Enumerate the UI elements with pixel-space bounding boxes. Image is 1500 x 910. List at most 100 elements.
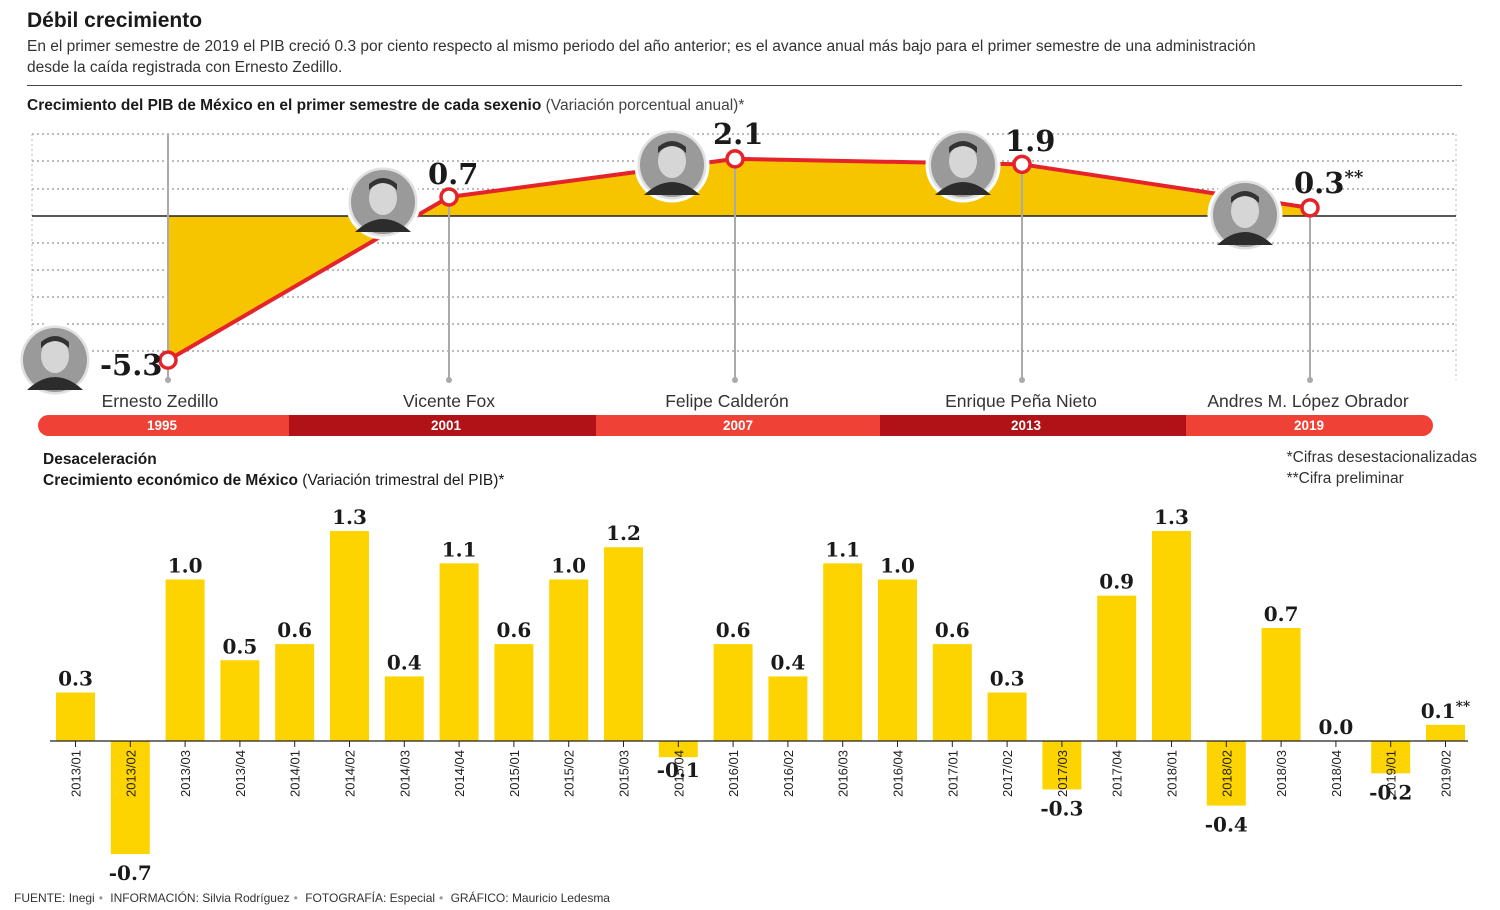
bar-value-label: 0.6	[277, 618, 312, 642]
bar	[220, 660, 260, 741]
drop-line-end	[446, 377, 452, 383]
timeline-segment	[880, 415, 1186, 436]
category-label: 2014/02	[343, 750, 358, 797]
chart-notes: *Cifras desestacionalizadas **Cifra prel…	[1287, 447, 1477, 489]
bar	[494, 644, 534, 741]
info-label: INFORMACIÓN:	[110, 891, 199, 905]
data-point	[439, 187, 459, 207]
source-label: FUENTE:	[14, 891, 66, 905]
value-label: 2.1	[713, 118, 763, 151]
bar	[1426, 724, 1465, 741]
bar-value-label: 0.0	[1319, 715, 1354, 739]
bar	[1042, 741, 1082, 790]
president-portrait	[345, 164, 421, 240]
bar	[439, 563, 479, 741]
category-label: 2018/02	[1219, 750, 1234, 797]
year-label: 2001	[431, 418, 462, 433]
bar	[604, 547, 643, 741]
year-label: 2019	[1294, 418, 1324, 433]
drop-line-end	[1019, 377, 1025, 383]
bar-value-label: -0.4	[1205, 813, 1248, 837]
category-label: 2019/02	[1439, 750, 1454, 797]
note-preliminary: **Cifra preliminar	[1286, 470, 1404, 487]
president-portrait	[17, 322, 93, 398]
drop-line-end	[732, 377, 738, 383]
data-point	[1300, 198, 1320, 218]
bar	[713, 644, 753, 741]
timeline-segment	[289, 415, 596, 436]
bar	[165, 579, 205, 741]
bar	[56, 692, 95, 741]
value-label: -5.3	[100, 348, 163, 382]
category-label: 2018/01	[1165, 750, 1180, 797]
source-value: Inegi	[68, 891, 95, 905]
bar	[110, 741, 150, 855]
president-name: Ernesto Zedillo	[102, 391, 219, 411]
value-label: 0.3**	[1294, 166, 1364, 200]
category-label: 2014/03	[397, 750, 412, 797]
year-label: 2013	[1011, 418, 1042, 433]
year-label: 2007	[723, 418, 753, 433]
photo-value: Especial	[389, 891, 436, 905]
category-label: 2016/01	[726, 750, 741, 797]
president-name: Andres M. López Obrador	[1207, 391, 1409, 411]
data-point	[1012, 154, 1032, 175]
line-chart-title: Crecimiento del PIB de México en el prim…	[27, 97, 744, 115]
bar	[384, 676, 424, 741]
bar-value-label: 0.4	[771, 650, 806, 674]
bar-chart-title: Desaceleración Crecimiento económico de …	[43, 449, 504, 491]
bar-chart-kicker: Desaceleración	[43, 451, 157, 468]
value-label: 1.9	[1005, 124, 1055, 158]
gdp-sexenio-line-chart: -5.3 0.7 2.1 1.9 0.3** Ernesto Zedillo Vicente…	[17, 118, 1457, 436]
bar-value-label: 0.3	[58, 667, 93, 691]
bar-chart-title-text: Crecimiento económico de México	[43, 472, 298, 489]
note-seasonal: *Cifras desestacionalizadas	[1286, 449, 1477, 466]
header-divider	[27, 85, 1462, 86]
bar-value-label: 1.1	[442, 537, 477, 561]
graphic-value: Mauricio Ledesma	[511, 891, 610, 905]
bar-value-label: 1.1	[825, 537, 860, 561]
category-label: 2017/02	[1000, 750, 1015, 797]
bar-value-label: 0.6	[497, 618, 532, 642]
category-label: 2016/02	[781, 750, 796, 797]
bar-value-label: 1.2	[606, 521, 641, 545]
data-point	[725, 149, 745, 169]
bar-value-label: 0.5	[223, 634, 258, 658]
bar	[275, 644, 315, 741]
bar-value-label: 1.0	[168, 554, 203, 578]
bar-value-label: -0.1	[657, 758, 700, 782]
category-label: 2015/02	[562, 750, 577, 797]
bar-value-label: 0.6	[716, 618, 751, 642]
category-label: 2015/01	[507, 750, 522, 797]
category-label: 2014/01	[288, 750, 303, 797]
bar-value-label: 0.3	[990, 667, 1025, 691]
president-portrait	[1207, 177, 1283, 253]
bar-value-label: -0.3	[1040, 796, 1083, 820]
info-value: Silvia Rodríguez	[202, 891, 290, 905]
category-label: 2017/01	[945, 750, 960, 797]
category-label: 2016/03	[836, 750, 851, 797]
bar-value-label: 0.4	[387, 650, 422, 674]
bar	[1152, 531, 1191, 741]
bar	[823, 563, 863, 741]
category-label: 2013/02	[123, 750, 138, 797]
value-label: 0.7	[428, 157, 478, 191]
category-label: 2016/04	[891, 750, 906, 797]
category-label: 2018/04	[1329, 750, 1344, 797]
bar-value-label: -0.7	[109, 861, 152, 885]
bar	[330, 531, 369, 741]
category-label: 2015/04	[671, 750, 686, 797]
president-portrait	[925, 127, 1001, 203]
drop-line-end	[165, 377, 171, 383]
bar-chart-title-note: (Variación trimestral del PIB)*	[302, 472, 505, 489]
bar	[768, 676, 808, 741]
graphic-label: GRÁFICO:	[450, 891, 509, 905]
drop-line-end	[1307, 377, 1313, 383]
category-label: 2017/03	[1055, 750, 1070, 797]
category-label: 2014/04	[452, 750, 467, 797]
bar	[658, 741, 698, 758]
area-fill	[168, 158, 1310, 361]
bar-value-label: 1.3	[332, 505, 367, 529]
category-label: 2017/04	[1110, 750, 1125, 797]
president-name: Vicente Fox	[403, 391, 495, 411]
